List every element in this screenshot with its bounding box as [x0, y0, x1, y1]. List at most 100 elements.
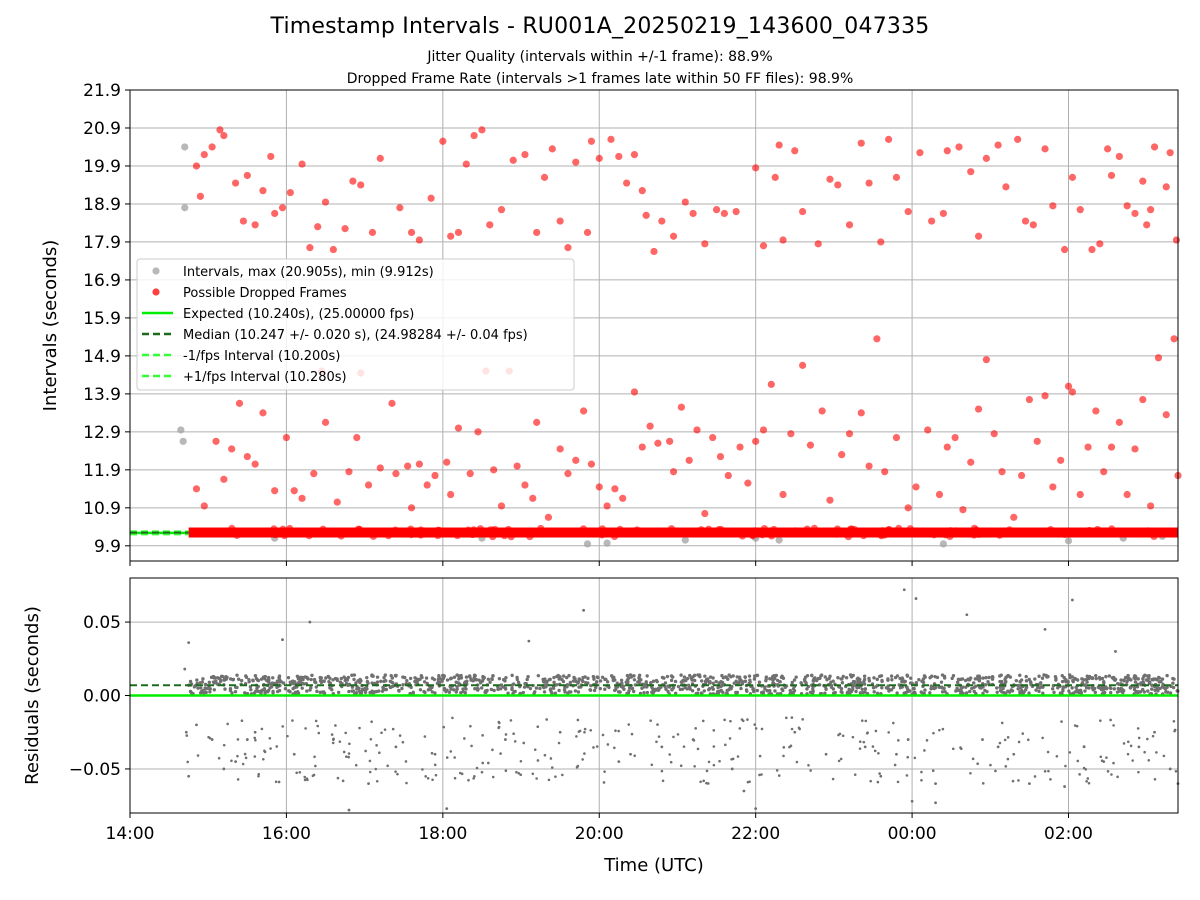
residual-scatter-point [1082, 766, 1086, 770]
residual-band-point [1014, 678, 1019, 683]
residual-band-point [1028, 680, 1033, 684]
dropped-frame-point [650, 247, 658, 256]
residual-point [1114, 650, 1117, 653]
dropped-frame-point [1139, 395, 1147, 404]
residual-scatter-point [449, 750, 453, 753]
residual-scatter-point [286, 734, 289, 738]
residual-scatter-point [871, 745, 875, 748]
residual-band-point [1094, 673, 1098, 678]
residual-band-point [592, 688, 597, 693]
dropped-frame-point [447, 232, 455, 240]
dropped-frame-point [1021, 217, 1030, 225]
residual-scatter-point [602, 781, 606, 784]
residual-band-point [347, 689, 351, 694]
residual-scatter-point [892, 721, 895, 725]
residual-band-point [771, 678, 775, 682]
dropped-frame-band-point [777, 527, 785, 536]
residual-band-point [275, 689, 280, 694]
residual-point [1071, 598, 1074, 602]
residual-band-point [972, 681, 976, 685]
residual-band-point [917, 677, 921, 682]
residual-band-point [1119, 686, 1123, 691]
residual-band-point [1016, 687, 1020, 691]
bottom-plot-data [130, 588, 1180, 812]
dropped-frame-point [341, 225, 349, 233]
residual-band-point [909, 676, 913, 680]
dropped-frame-point [1076, 206, 1084, 214]
bottom-x-tick-label: 18:00 [418, 824, 467, 844]
residual-band-point [1113, 677, 1117, 681]
legend-entry-label: Intervals, max (20.905s), min (9.912s) [183, 265, 434, 280]
dropped-frame-point [967, 458, 975, 466]
bottom-x-tick-label: 14:00 [106, 824, 155, 844]
residual-band-point [857, 685, 861, 690]
residual-scatter-point [801, 718, 804, 721]
residual-scatter-point [1043, 770, 1047, 773]
residual-scatter-point [364, 749, 367, 753]
residual-band-point [759, 690, 764, 695]
dropped-frame-point [881, 468, 889, 476]
dropped-frame-band-point [803, 525, 811, 533]
residual-scatter-point [1129, 744, 1133, 748]
residual-scatter-point [668, 753, 671, 756]
dropped-frame-point [282, 433, 291, 442]
dropped-frame-point [1049, 483, 1057, 491]
residual-scatter-point [1173, 729, 1176, 733]
residual-band-point [449, 687, 453, 691]
residual-scatter-point [1000, 721, 1004, 725]
dropped-frame-point [845, 221, 854, 229]
residual-band-point [645, 674, 649, 678]
dropped-frame-band-point [833, 525, 841, 533]
residual-band-point [879, 674, 884, 678]
residual-band-point [617, 690, 621, 694]
dropped-frame-point [271, 209, 279, 218]
dropped-frame-point [228, 445, 236, 453]
residual-band-point [422, 689, 426, 694]
residual-band-point [390, 676, 395, 680]
residual-band-point [576, 690, 581, 694]
residual-band-point [1157, 676, 1162, 680]
dropped-frame-band-point [854, 529, 862, 537]
dropped-frame-point [431, 471, 439, 480]
dropped-frame-band-point [885, 526, 894, 534]
residual-scatter-point [938, 728, 941, 732]
residual-band-point [211, 680, 216, 684]
residual-scatter-point [480, 770, 484, 774]
residual-band-point [522, 685, 527, 689]
residual-band-point [577, 677, 581, 681]
residual-band-point [711, 676, 715, 680]
residual-scatter-point [589, 728, 593, 732]
residual-band-point [792, 678, 797, 682]
residual-scatter-point [1049, 778, 1052, 781]
residual-band-point [631, 689, 636, 694]
residual-band-point [224, 676, 229, 680]
residual-scatter-point [491, 775, 495, 779]
residual-band-point [728, 686, 732, 690]
dropped-frame-point [278, 204, 287, 212]
dropped-frame-point [775, 141, 783, 149]
residual-band-point [510, 673, 514, 678]
residual-point [184, 730, 188, 734]
residual-band-point [573, 689, 578, 693]
dropped-frame-band-point [825, 527, 833, 535]
residual-band-point [673, 679, 678, 684]
dropped-frame-point [1131, 209, 1139, 218]
residual-band-point [1100, 688, 1104, 692]
residual-band-point [679, 673, 683, 677]
residual-band-point [651, 679, 656, 683]
residual-band-point [516, 680, 521, 685]
dropped-frame-point [462, 160, 470, 168]
dropped-frame-band-point [708, 528, 716, 537]
residual-band-point [1085, 674, 1089, 678]
residual-band-point [497, 676, 502, 681]
residual-band-point [1001, 686, 1005, 691]
residual-band-point [1060, 673, 1064, 678]
residual-scatter-point [583, 752, 586, 755]
dropped-frame-band-point [476, 525, 484, 533]
residual-band-point [463, 691, 468, 695]
residual-band-point [1109, 686, 1113, 691]
dropped-frame-point [427, 194, 435, 202]
residual-band-point [598, 679, 603, 683]
residual-band-point [1171, 685, 1176, 690]
residual-band-point [350, 689, 354, 693]
